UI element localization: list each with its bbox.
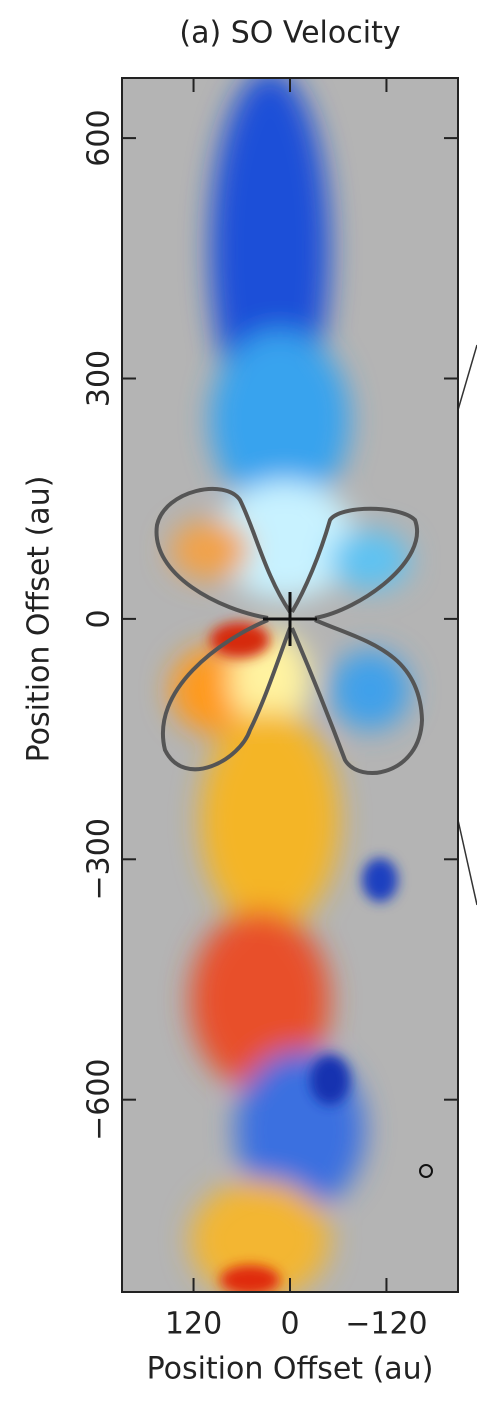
- y-tick-label: 600: [82, 109, 117, 166]
- y-tick-label: −600: [82, 1058, 117, 1140]
- y-tick-label: −300: [82, 818, 117, 900]
- x-tick-label: −120: [345, 1307, 427, 1342]
- x-tick-label: 120: [165, 1307, 222, 1342]
- x-tick-label: 0: [280, 1307, 299, 1342]
- zoom-lines: [458, 345, 477, 905]
- x-axis-label: Position Offset (au): [147, 1352, 434, 1387]
- velocity-map: [122, 70, 458, 1300]
- chart: (a) SO Velocity: [0, 0, 477, 1401]
- y-tick-label: 300: [82, 350, 117, 407]
- y-axis-label: Position Offset (au): [22, 476, 57, 763]
- y-tick-label: 0: [82, 609, 117, 628]
- chart-title: (a) SO Velocity: [179, 16, 400, 51]
